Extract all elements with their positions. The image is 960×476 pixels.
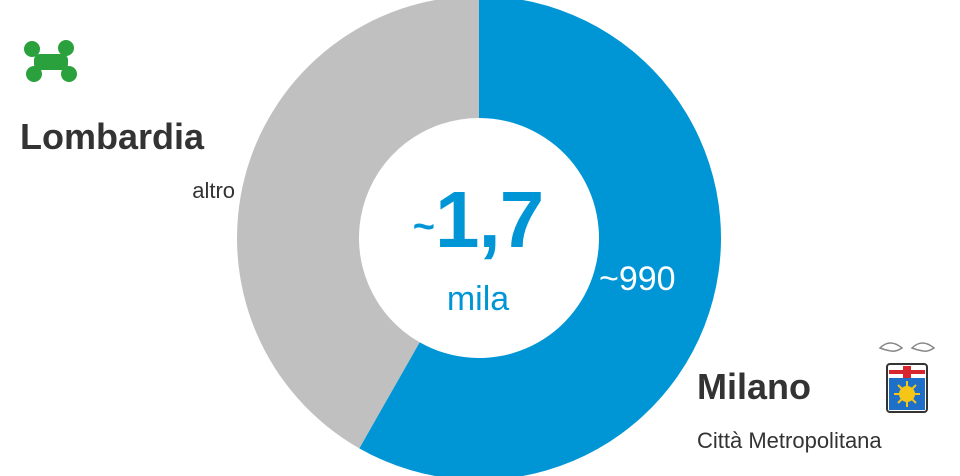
city-subtitle: Città Metropolitana (697, 428, 882, 453)
region-subtitle: altro (192, 178, 235, 203)
total-label: ~1,7 (378, 180, 578, 260)
milano-crest-icon (878, 342, 936, 413)
total-value: 1,7 (434, 175, 544, 264)
region-title: Lombardia (20, 116, 205, 157)
total-unit: mila (446, 280, 510, 318)
city-title: Milano (697, 366, 811, 407)
pie-slice-milano (359, 0, 721, 476)
pie-slice-altro (237, 0, 479, 449)
lombardia-rose-icon (24, 40, 77, 82)
total-approx-sign: ~ (412, 206, 435, 248)
data-label-milano: ~990 (599, 260, 676, 298)
